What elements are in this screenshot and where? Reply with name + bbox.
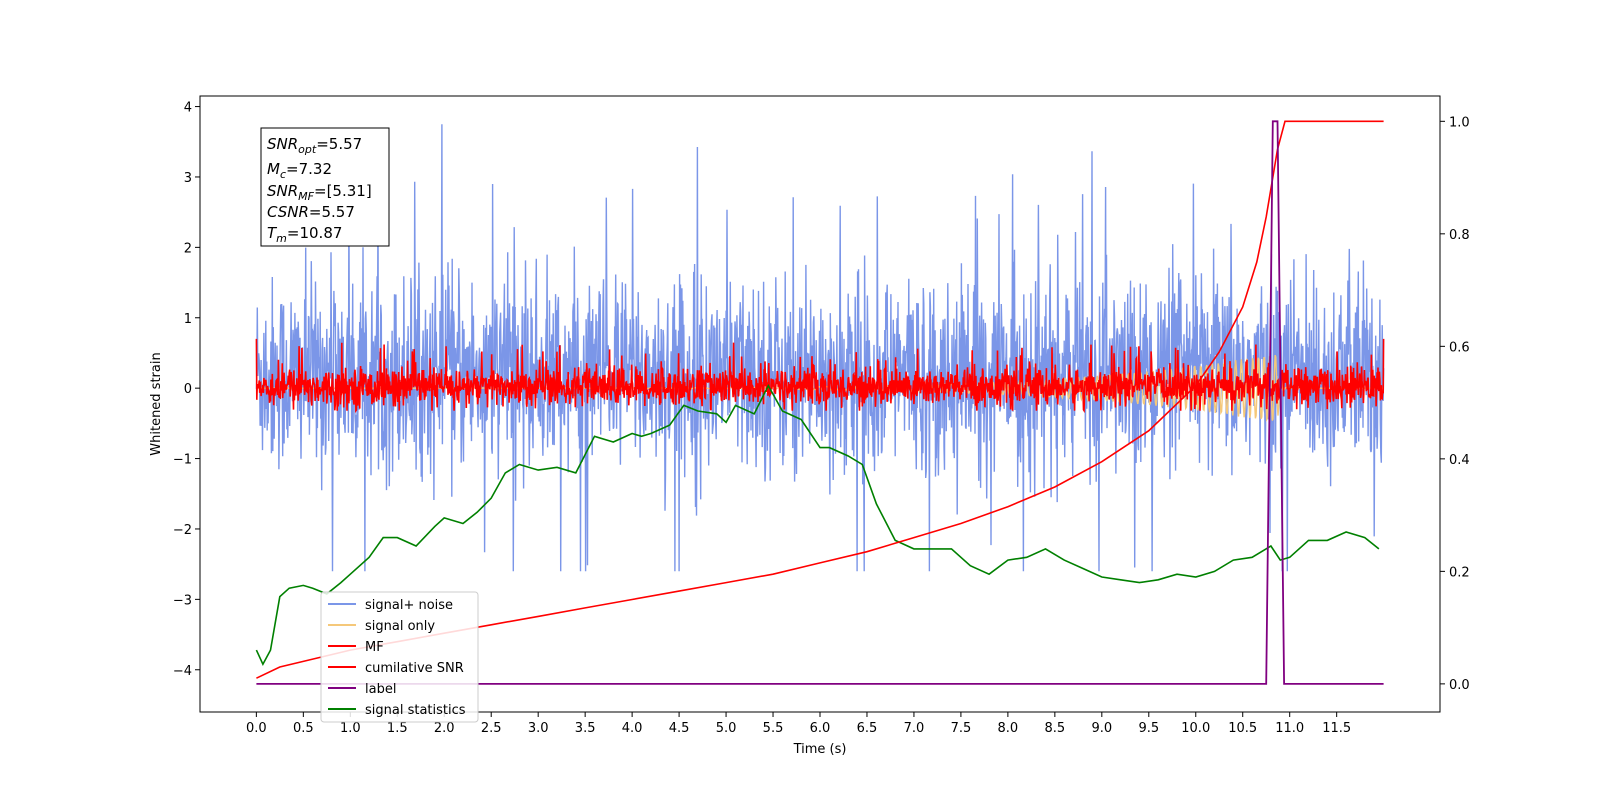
legend: signal+ noise signal only MF cumilative …	[320, 591, 479, 723]
x-tick-label: 0.5	[293, 721, 314, 736]
y-tick-label-left: 1	[184, 312, 192, 327]
annotation-box: SNRopt=5.57 Mc=7.32 SNRMF=[5.31] CSNR=5.…	[260, 127, 390, 247]
series-label	[256, 120, 1384, 685]
x-tick-label: 0.0	[246, 721, 267, 736]
legend-label-signal-only: signal only	[365, 619, 435, 634]
x-tick-label: 10.0	[1181, 721, 1210, 736]
series-signal-statistics	[255, 383, 1380, 666]
x-tick-label: 1.5	[387, 721, 408, 736]
x-tick-label: 3.5	[575, 721, 596, 736]
x-tick-label: 6.5	[857, 721, 878, 736]
x-tick-label: 7.5	[951, 721, 972, 736]
x-tick-label: 3.0	[528, 721, 549, 736]
legend-label-mf: MF	[365, 640, 384, 655]
y-axis-label-left: Whitened strain	[149, 352, 164, 455]
y-tick-label-left: −3	[173, 593, 192, 608]
x-tick-label: 2.5	[481, 721, 502, 736]
annotation-snr-opt: SNRopt=5.57	[267, 135, 362, 156]
legend-label-signal-statistics: signal statistics	[365, 703, 466, 718]
y-axis-left: −4 −3 −2 −1 0 1 2 3 4	[173, 101, 200, 679]
series-mf	[255, 338, 1385, 414]
x-tick-label: 8.0	[998, 721, 1019, 736]
x-axis-label: Time (s)	[793, 742, 847, 757]
legend-label-signal-noise: signal+ noise	[365, 598, 453, 613]
x-tick-label: 11.0	[1275, 721, 1304, 736]
x-axis: 0.0 0.5 1.0 1.5 2.0 2.5 3.0 3.5 4.0 4.5 5.0 5.5 6.0 6…	[246, 712, 1351, 736]
y-tick-label-left: −4	[173, 664, 192, 679]
x-tick-label: 4.5	[669, 721, 690, 736]
annotation-snr-mf: SNRMF=[5.31]	[267, 182, 372, 203]
x-tick-label: 10.5	[1228, 721, 1257, 736]
y-axis-right: 0.0 0.2 0.4 0.6 0.8 1.0	[1440, 115, 1470, 693]
annotation-csnr: CSNR=5.57	[267, 203, 355, 221]
x-tick-label: 9.5	[1138, 721, 1159, 736]
x-tick-label: 7.0	[904, 721, 925, 736]
legend-label-cumulative-snr: cumilative SNR	[365, 661, 464, 676]
plot-area	[255, 120, 1385, 685]
y-tick-label-right: 1.0	[1449, 115, 1470, 130]
x-tick-label: 6.0	[810, 721, 831, 736]
y-tick-label-right: 0.6	[1449, 340, 1470, 355]
x-tick-label: 2.0	[434, 721, 455, 736]
x-tick-label: 5.5	[763, 721, 784, 736]
x-tick-label: 4.0	[622, 721, 643, 736]
y-tick-label-left: 4	[184, 101, 192, 116]
y-tick-label-left: 2	[184, 241, 192, 256]
y-tick-label-left: 3	[184, 171, 192, 186]
x-tick-label: 8.5	[1045, 721, 1066, 736]
y-tick-label-right: 0.8	[1449, 228, 1470, 243]
x-tick-label: 11.5	[1322, 721, 1351, 736]
annotation-mc: Mc=7.32	[267, 160, 332, 181]
annotation-tm: Tm=10.87	[267, 224, 342, 245]
y-tick-label-left: −1	[173, 453, 192, 468]
y-tick-label-right: 0.0	[1449, 678, 1470, 693]
x-tick-label: 5.0	[716, 721, 737, 736]
y-tick-label-left: 0	[184, 382, 192, 397]
y-tick-label-right: 0.2	[1449, 565, 1470, 580]
y-tick-label-right: 0.4	[1449, 453, 1470, 468]
x-tick-label: 1.0	[340, 721, 361, 736]
legend-label-label: label	[365, 682, 396, 697]
y-tick-label-left: −2	[173, 523, 192, 538]
x-tick-label: 9.0	[1091, 721, 1112, 736]
